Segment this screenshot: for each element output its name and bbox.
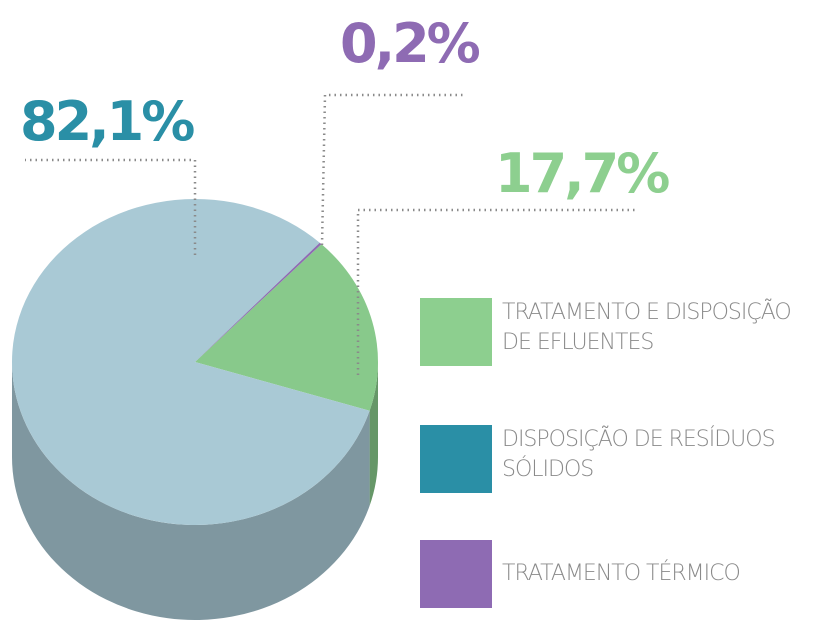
slice	[195, 242, 322, 362]
legend-label: TRATAMENTO E DISPOSIÇÃO DE EFLUENTES	[502, 300, 792, 355]
legend-item: TRATAMENTO TÉRMICO	[420, 540, 822, 608]
legend-item: DISPOSIÇÃO DE RESÍDUOS SÓLIDOS	[420, 425, 822, 493]
legend-swatch	[420, 298, 492, 366]
leader-line	[25, 158, 197, 255]
value-label: 0,2%	[340, 12, 480, 75]
slice	[195, 244, 378, 411]
legend-label: DISPOSIÇÃO DE RESÍDUOS SÓLIDOS	[502, 427, 776, 482]
legend-swatch	[420, 540, 492, 608]
leader-line	[356, 208, 635, 375]
slice-side	[369, 362, 378, 506]
value-label: 17,7%	[495, 142, 669, 205]
legend-item: TRATAMENTO E DISPOSIÇÃO DE EFLUENTES	[420, 298, 822, 366]
leader-line	[320, 93, 465, 246]
slice	[11, 198, 370, 525]
slice-side	[12, 362, 370, 620]
legend-swatch	[420, 425, 492, 493]
legend-label: TRATAMENTO TÉRMICO	[502, 561, 741, 586]
value-label: 82,1%	[20, 90, 194, 153]
